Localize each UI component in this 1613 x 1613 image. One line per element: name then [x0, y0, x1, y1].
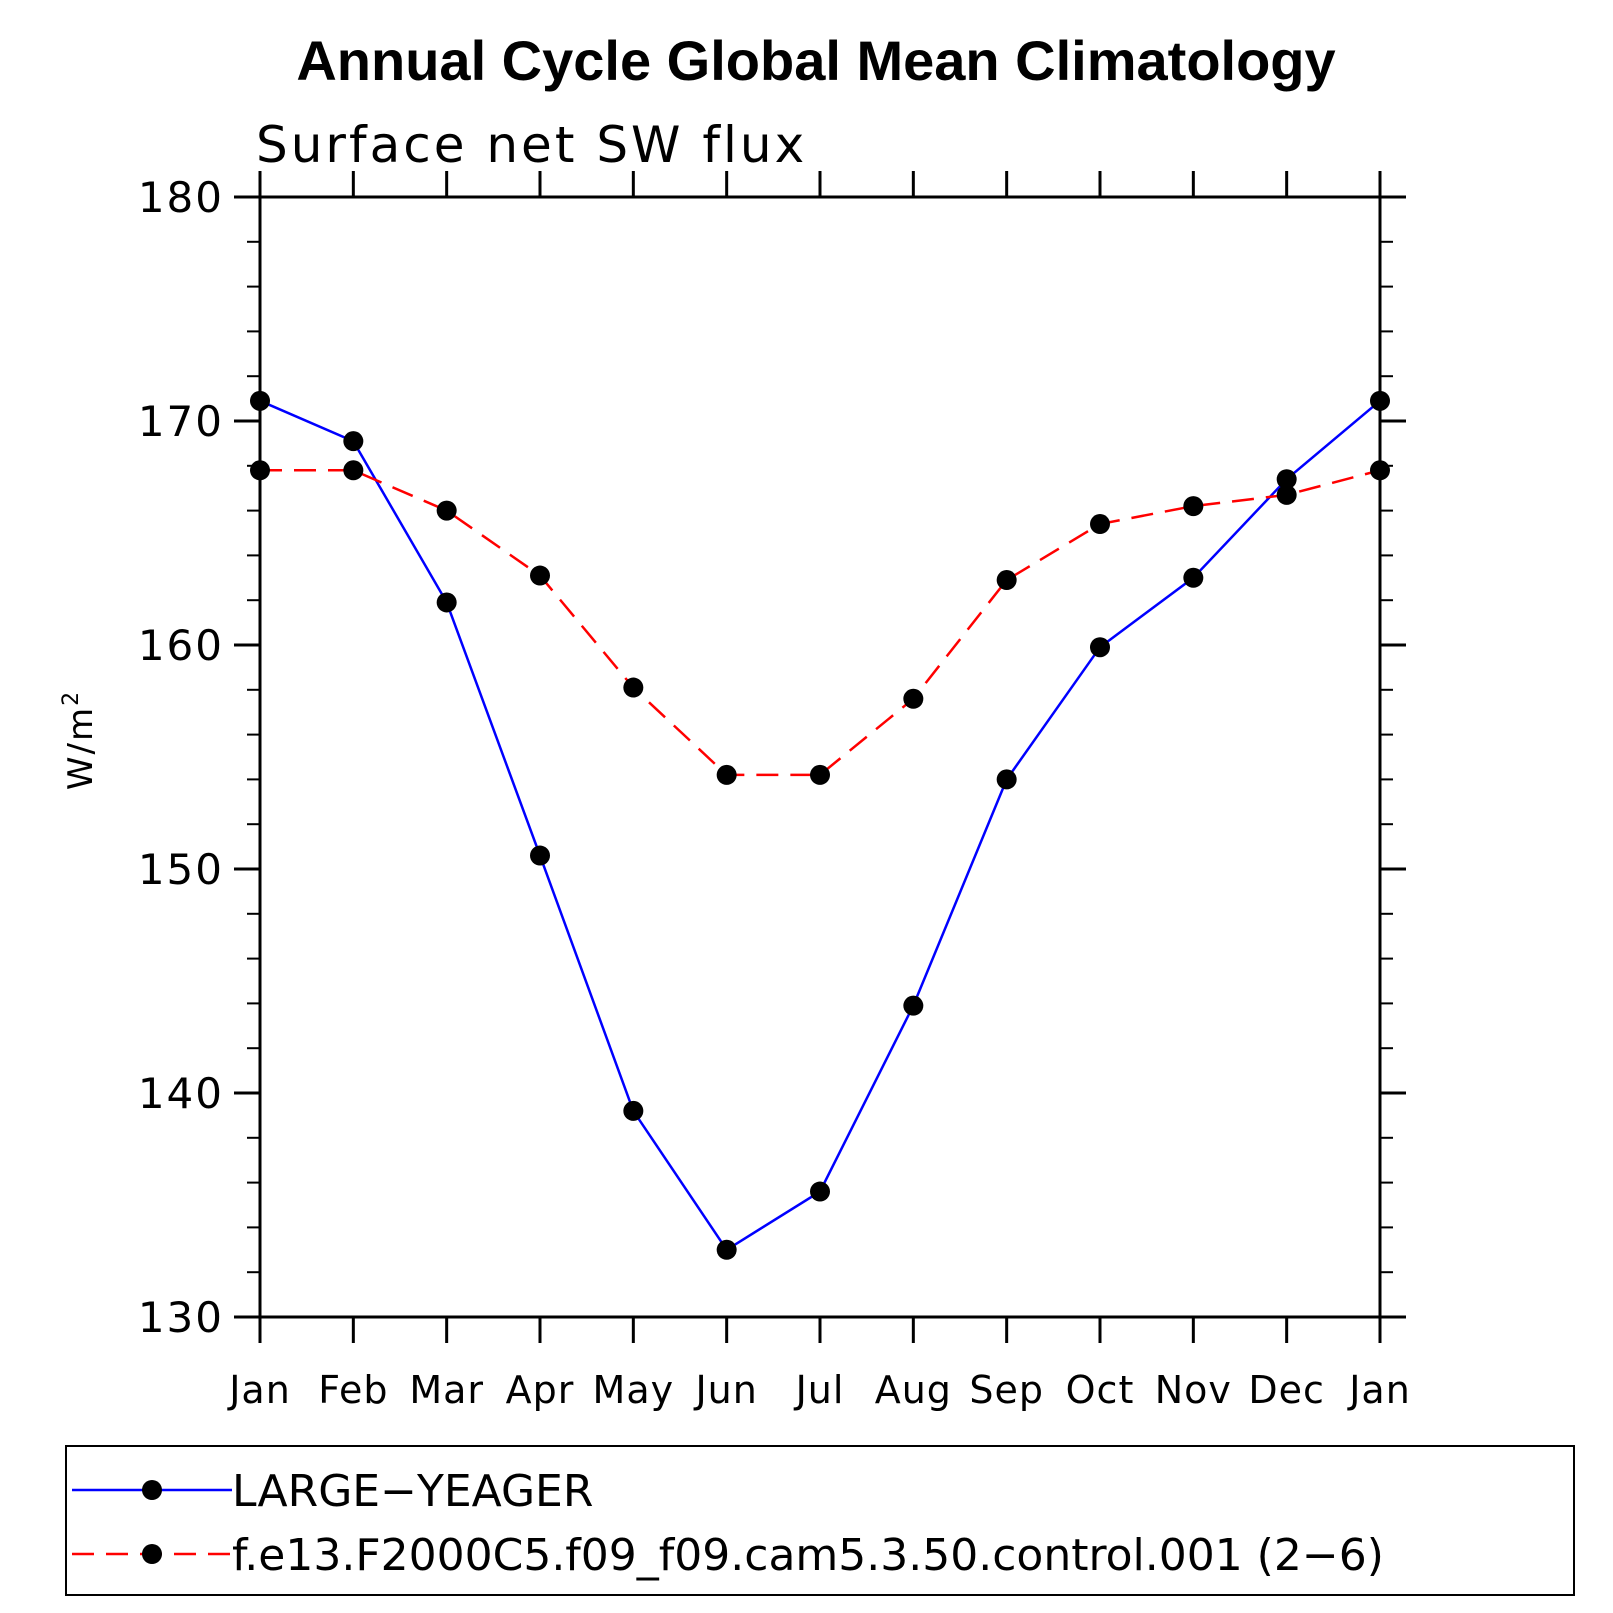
legend-entry: LARGE−YEAGER	[72, 1466, 593, 1517]
y-axis-label: W/m2	[59, 690, 101, 790]
series-point	[623, 1100, 644, 1121]
series-line	[259, 399, 1381, 1252]
ticks-layer	[234, 171, 1406, 1343]
x-tick-label: Dec	[1248, 1368, 1325, 1412]
y-tick-label: 150	[138, 845, 224, 894]
legend-label: f.e13.F2000C5.f09_f09.cam5.3.50.control.…	[232, 1530, 1384, 1581]
svg-text:W/m2: W/m2	[59, 690, 101, 790]
series-point	[1183, 567, 1204, 588]
y-tick-label: 160	[138, 621, 224, 670]
series-point	[1276, 484, 1297, 505]
y-tick-label: 140	[138, 1069, 224, 1118]
series-point	[530, 845, 550, 866]
x-tick-label: Jun	[693, 1368, 757, 1412]
series-point	[810, 1181, 830, 1202]
x-tick-label: Sep	[969, 1368, 1044, 1412]
x-tick-label: Aug	[875, 1368, 952, 1412]
x-tick-label: Feb	[318, 1368, 388, 1412]
series-point	[436, 592, 457, 613]
series-point	[1183, 496, 1204, 517]
x-tick-label: Apr	[506, 1368, 575, 1412]
series-point	[343, 460, 364, 481]
y-axis-label-superscript: 2	[59, 690, 84, 706]
x-tick-label: May	[593, 1368, 675, 1412]
series-point	[530, 565, 550, 586]
series-point	[1370, 460, 1390, 481]
y-tick-labels: 130 140 150 160 170 180	[138, 173, 224, 1342]
series-layer	[250, 390, 1390, 1260]
chart-title: Annual Cycle Global Mean Climatology	[296, 29, 1335, 92]
series-point	[716, 1239, 737, 1260]
series-1	[250, 390, 1390, 1260]
legend-entry: f.e13.F2000C5.f09_f09.cam5.3.50.control.…	[72, 1530, 1384, 1581]
series-point	[996, 570, 1017, 591]
x-tick-label: Jul	[794, 1368, 845, 1412]
series-point	[810, 764, 830, 785]
y-tick-label: 170	[138, 397, 224, 446]
series-point	[903, 688, 924, 709]
x-tick-label: Jan	[1347, 1368, 1411, 1412]
y-tick-label: 130	[138, 1293, 224, 1342]
series-point	[623, 677, 644, 698]
series-point	[903, 995, 924, 1016]
x-tick-label: Nov	[1155, 1368, 1232, 1412]
x-tick-labels: Jan Feb Mar Apr May Jun Jul Aug Sep Oct Nov Dec Jan	[227, 1368, 1411, 1412]
series-point	[1276, 469, 1297, 490]
x-tick-label: Jan	[227, 1368, 291, 1412]
chart-subtitle: Surface net SW flux	[256, 116, 807, 174]
y-axis-label-text: W/m	[61, 706, 101, 790]
series-point	[250, 390, 270, 411]
legend-label: LARGE−YEAGER	[232, 1466, 593, 1517]
series-point	[1370, 390, 1390, 411]
x-tick-label: Mar	[409, 1368, 484, 1412]
series-point	[716, 764, 737, 785]
legend-marker	[142, 1480, 162, 1500]
legend-box	[65, 1445, 1575, 1596]
legend: LARGE−YEAGER f.e13.F2000C5.f09_f09.cam5.3…	[72, 1466, 1384, 1581]
series-2	[250, 460, 1390, 785]
series-point	[436, 500, 457, 521]
series-point	[1090, 514, 1110, 535]
y-tick-label: 180	[138, 173, 224, 222]
x-tick-label: Oct	[1066, 1368, 1135, 1412]
plot-frame	[258, 195, 1382, 1319]
series-point	[996, 769, 1017, 790]
series-line	[260, 469, 1381, 777]
series-point	[250, 460, 270, 481]
series-point	[1090, 637, 1110, 658]
series-point	[343, 431, 364, 452]
legend-marker	[142, 1544, 162, 1564]
